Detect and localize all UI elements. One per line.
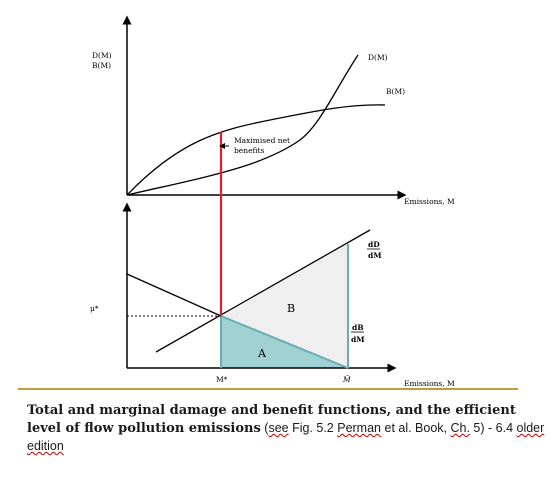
region-b-label: B <box>287 302 295 315</box>
caption-divider <box>18 388 518 390</box>
caption-ch: Ch. <box>450 421 470 435</box>
benefit-curve-label: B(M) <box>386 87 405 96</box>
md-label-bottom: dM <box>368 251 382 260</box>
m-hat-label: M̂ <box>342 375 351 384</box>
caption-fig: Fig. 5.2 <box>288 421 338 435</box>
caption-older: older edition <box>27 421 545 453</box>
caption-perman: Perman <box>337 421 382 435</box>
region-a-label: A <box>257 347 267 360</box>
benefit-curve <box>126 104 386 196</box>
region-b-fill <box>221 244 348 368</box>
top-y-label-2: B(M) <box>92 61 111 70</box>
caption-et-al: et al. Book, <box>381 421 451 435</box>
annotation-box <box>229 136 275 153</box>
figure-caption: Total and marginal damage and benefit fu… <box>27 401 547 455</box>
top-x-label: Emissions, M <box>404 197 455 206</box>
top-y-label-1: D(M) <box>92 51 112 60</box>
caption-bold: Total and marginal damage and benefit fu… <box>27 403 516 436</box>
md-label-top: dD <box>368 240 380 249</box>
caption-open: ( <box>260 421 269 435</box>
damage-curve-label: D(M) <box>368 53 388 62</box>
marginal-benefit-line <box>126 273 222 317</box>
damage-curve <box>126 54 359 196</box>
marginal-damage-line <box>155 229 371 353</box>
caption-tail: 5) - 6.4 <box>469 421 517 435</box>
price-label: μ* <box>90 304 99 313</box>
caption-see: see <box>268 421 289 435</box>
annotation-line-1: Maximised net <box>234 136 290 145</box>
bottom-x-label: Emissions, M <box>404 379 455 388</box>
marginal-benefit-line-shaded <box>220 315 349 369</box>
m-star-label: M* <box>216 375 228 384</box>
mb-label-bottom: dM <box>351 335 365 344</box>
annotation-line-2: benefits <box>234 146 265 155</box>
mb-label-top: dB <box>352 323 364 332</box>
